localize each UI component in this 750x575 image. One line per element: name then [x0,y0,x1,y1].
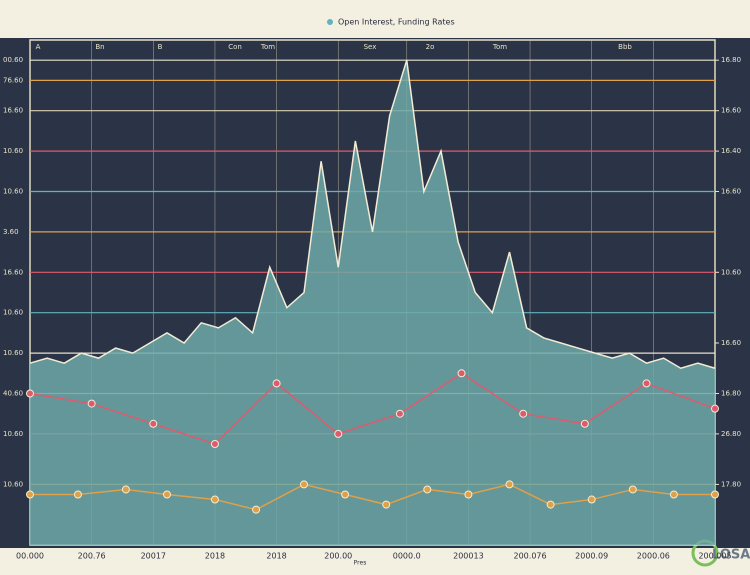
series-line [29,372,716,445]
marker [121,485,130,494]
x-axis-label: Pres [354,560,367,567]
y2-tick-label: 26.80 [721,430,741,438]
marker [149,419,158,428]
marker [587,495,596,504]
area-edge [29,59,716,370]
x-tick-label: 200.76 [78,552,106,561]
y2-tick-label: 10.60 [721,268,741,276]
y-tick-label: 16.60 [3,107,23,115]
marker [505,480,514,489]
marker [628,485,637,494]
marker [210,440,219,448]
y-tick-label: 10.60 [3,349,23,357]
x-tick-label: 0000.0 [393,552,421,561]
x-tick-label: 200013 [453,552,484,561]
x-tick-label: 2000.09 [575,552,608,561]
x-tick-label: 00.000 [16,552,44,561]
marker [711,404,719,413]
y-tick-label: 40.60 [3,390,23,398]
y2-tick-label: 16.60 [721,339,741,347]
y2-tick-label: 17.80 [721,480,741,488]
y-tick-label: 76.60 [3,76,23,84]
y-tick-label: 16.60 [3,268,23,276]
annotation: Bbb [618,43,632,51]
marker [669,490,678,499]
title-dot [327,19,333,25]
marker [546,500,555,509]
marker [252,505,261,514]
marker [272,379,281,388]
marker [423,485,432,494]
annotation: Bn [95,43,104,51]
x-tick-label: 20017 [141,552,166,561]
y2-tick-label: 16.60 [721,107,741,115]
y-tick-label: 10.60 [3,188,23,196]
annotation: A [36,43,41,51]
marker [163,490,171,499]
marker [300,480,308,489]
x-tick-label: 2018 [205,552,225,561]
y2-tick-label: 16.80 [721,390,741,398]
y-tick-label: 3.60 [3,228,19,236]
y-tick-label: 00.60 [3,56,23,64]
marker [395,409,404,418]
y-tick-label: 10.60 [3,147,23,155]
marker [210,495,219,504]
y2-tick-label: 16.80 [721,56,741,64]
marker [87,399,96,408]
marker [73,490,82,499]
annotation: B [158,43,163,51]
marker [334,429,343,438]
marker [26,490,34,499]
marker [519,409,528,418]
y-tick-label: 10.60 [3,430,23,438]
y2-tick-label: 16.40 [721,147,741,155]
x-tick-label: 200.005 [698,552,731,561]
annotation: Con [228,43,242,51]
annotation: Tom [260,43,275,51]
annotation: Sex [364,43,377,51]
annotation: Tom [492,43,507,51]
x-tick-label: 200.00 [324,552,352,561]
y-tick-label: 10.60 [3,480,23,488]
marker [711,490,719,499]
y2-tick-label: 16.60 [721,188,741,196]
x-tick-label: 2000.06 [637,552,670,561]
chart-title: Open Interest, Funding Rates [338,18,455,27]
area [30,60,715,545]
marker [642,379,651,388]
watermark: LOSA [712,548,750,563]
x-tick-label: 200.076 [514,552,547,561]
marker [341,490,350,499]
x-tick-label: 2018 [266,552,286,561]
y-tick-label: 10.60 [3,309,23,317]
marker [457,369,466,378]
marker [382,500,391,509]
marker [464,490,473,499]
marker [580,419,589,428]
marker [26,389,34,398]
annotation: 2o [426,43,435,51]
